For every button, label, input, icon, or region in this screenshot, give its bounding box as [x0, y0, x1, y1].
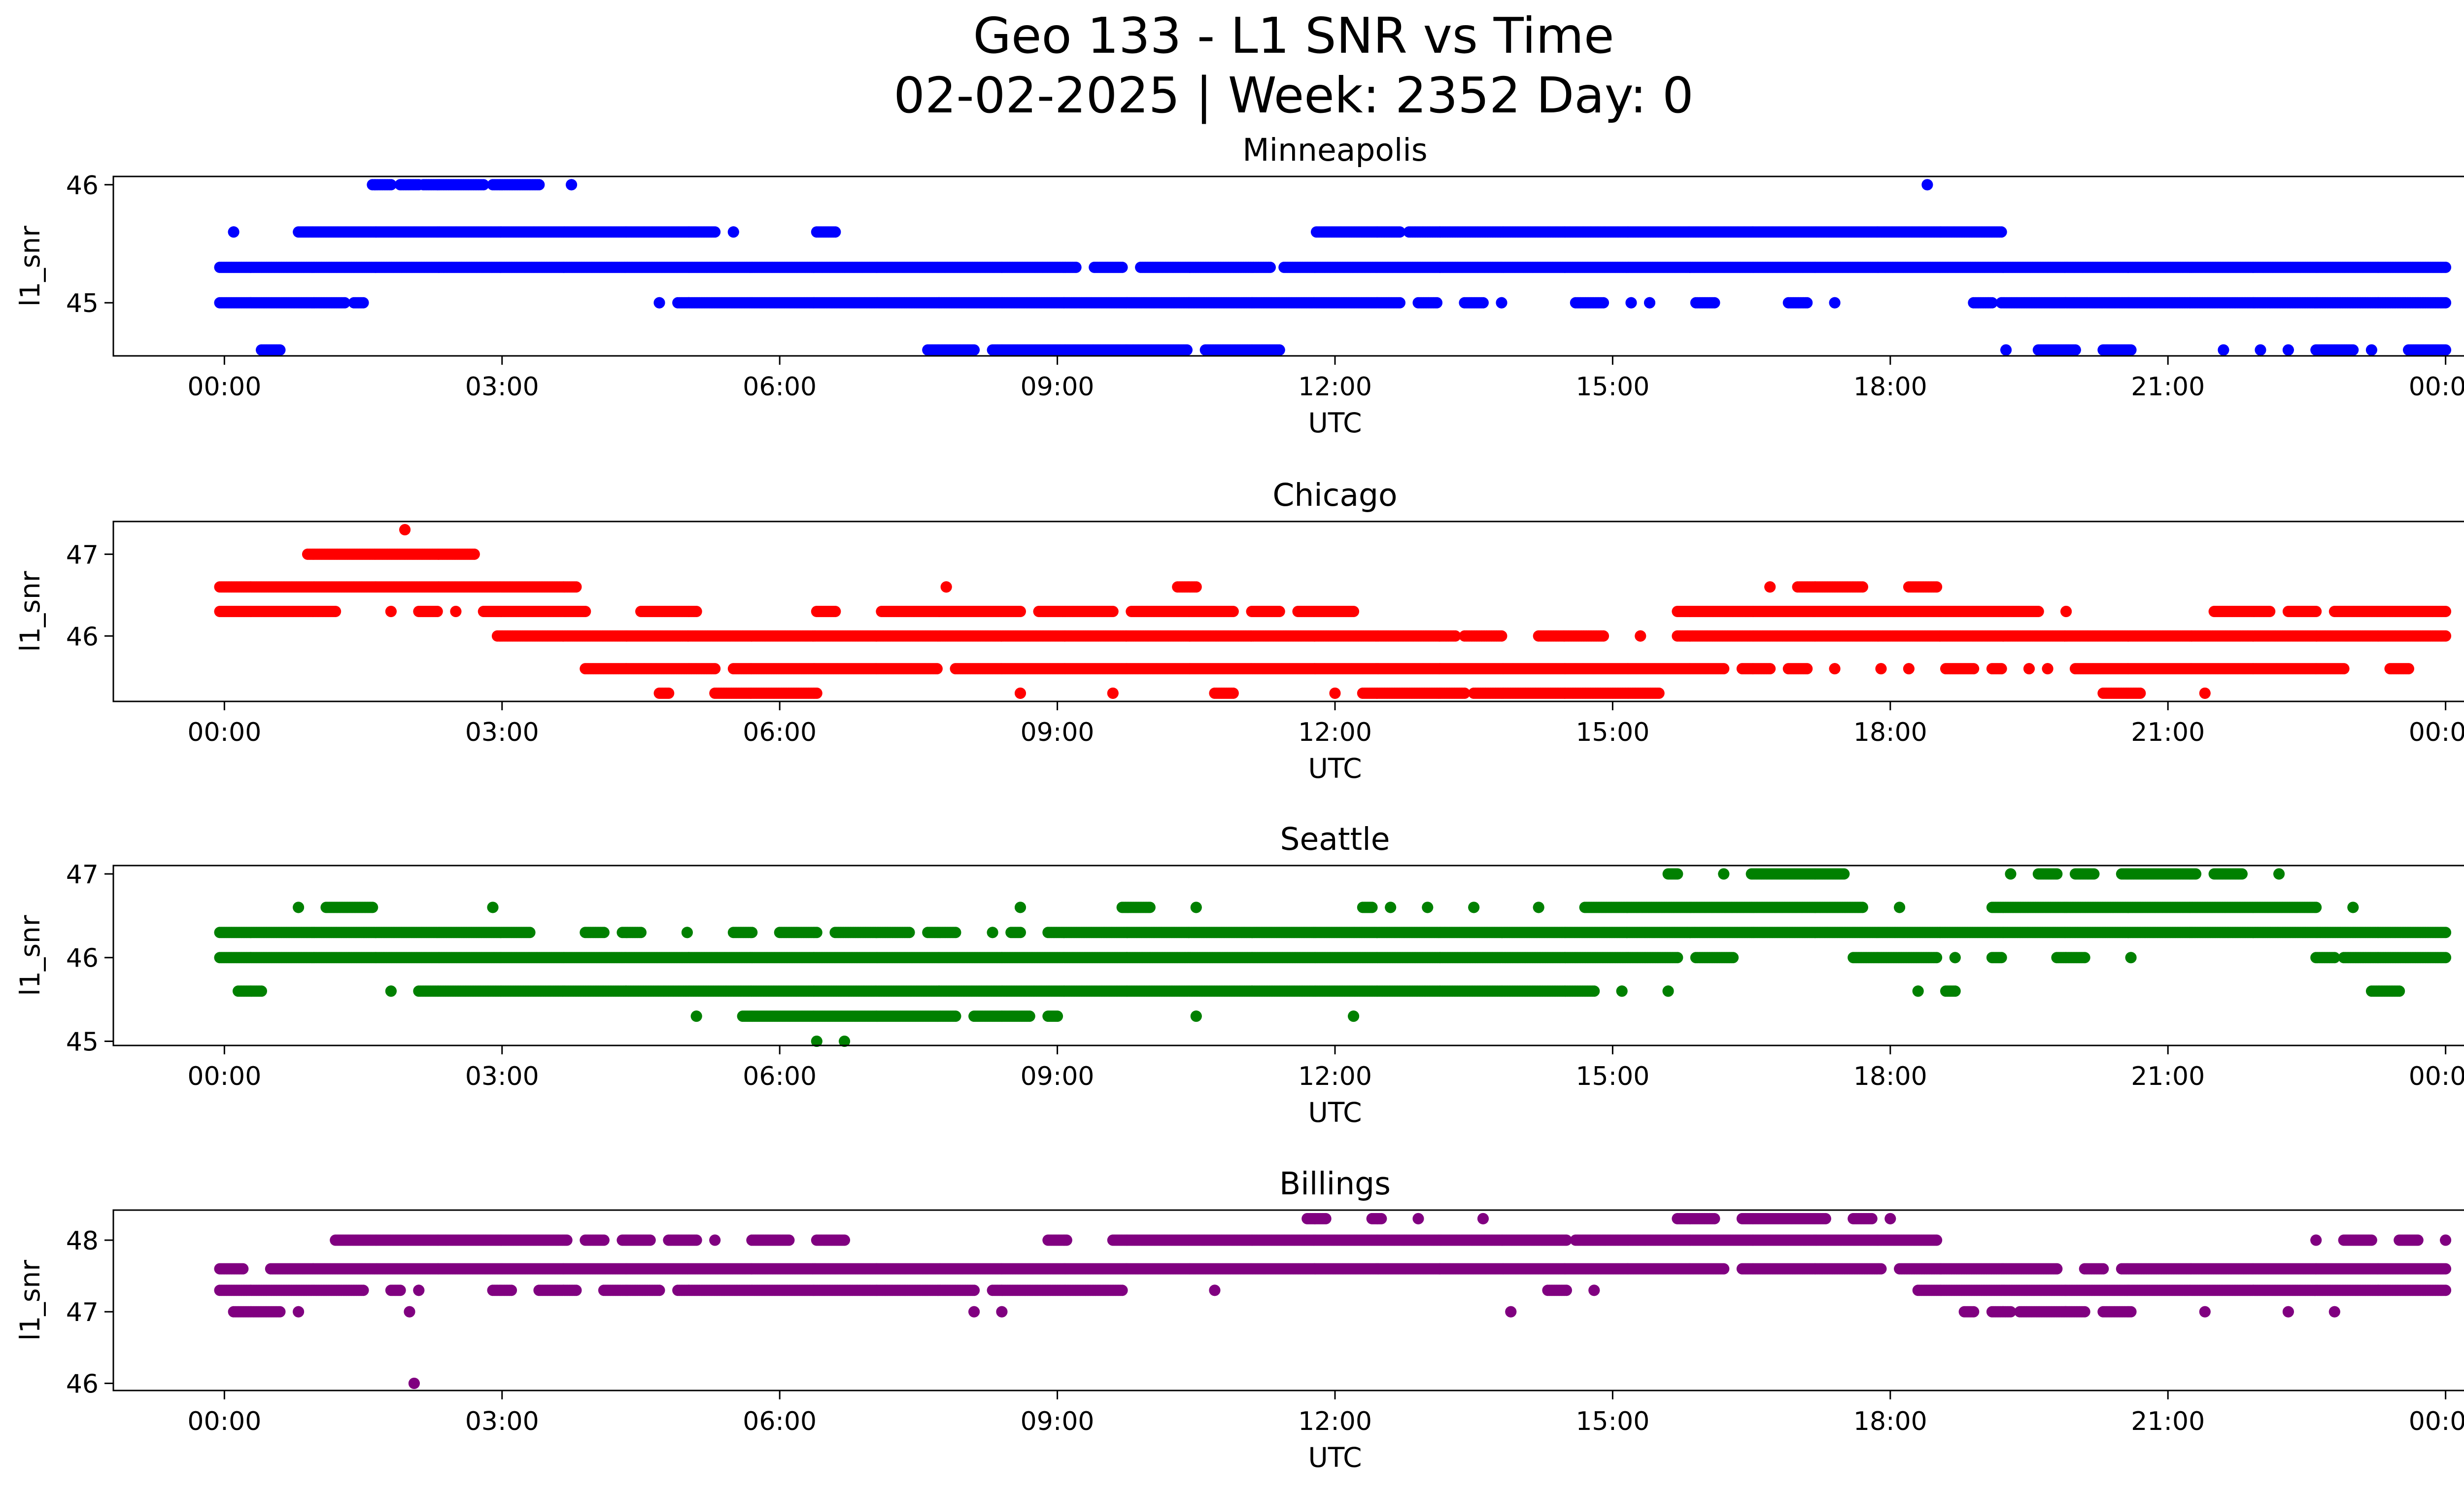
x-tick-label: 03:00	[465, 372, 539, 402]
x-tick-label: 09:00	[1021, 372, 1095, 402]
y-tick-label: 45	[66, 289, 99, 318]
data-point	[2032, 606, 2044, 617]
data-point	[1477, 297, 1489, 309]
data-point	[2000, 344, 2012, 356]
data-point	[653, 297, 665, 309]
data-point	[2440, 261, 2452, 273]
data-point	[357, 297, 369, 309]
x-tick-label: 00:00	[2409, 372, 2464, 402]
data-point	[1995, 226, 2007, 238]
data-point	[2365, 344, 2377, 356]
data-point	[468, 548, 480, 560]
figure-title-line-2: 02-02-2025 | Week: 2352 Day: 0	[893, 67, 1693, 124]
data-point	[709, 226, 721, 238]
data-point	[829, 226, 841, 238]
data-point	[1921, 179, 1933, 191]
data-point	[1709, 297, 1720, 309]
data-point	[829, 606, 841, 617]
y-axis-label: l1_snr	[14, 226, 46, 307]
data-point	[2310, 606, 2322, 617]
data-point	[2347, 344, 2359, 356]
data-point	[450, 606, 462, 617]
panel-title: Minneapolis	[1242, 132, 1427, 168]
data-point	[399, 524, 411, 536]
data-point	[1227, 606, 1239, 617]
data-point	[1764, 581, 1776, 593]
data-point	[533, 179, 545, 191]
data-point	[1265, 261, 1276, 273]
data-point	[1598, 297, 1609, 309]
data-point	[2440, 606, 2452, 617]
data-point	[431, 606, 443, 617]
data-point	[727, 226, 739, 238]
data-point	[1107, 606, 1119, 617]
data-point	[1070, 261, 1082, 273]
data-point	[1190, 581, 1202, 593]
data-point	[1394, 226, 1405, 238]
data-point	[2255, 344, 2266, 356]
data-point	[2125, 344, 2137, 356]
data-point	[385, 606, 397, 617]
x-tick-label: 21:00	[2131, 372, 2205, 402]
data-point	[1348, 606, 1360, 617]
data-point	[1857, 581, 1868, 593]
data-point	[1015, 606, 1026, 617]
data-point	[2440, 344, 2452, 356]
data-point	[2264, 606, 2276, 617]
x-tick-label: 15:00	[1575, 372, 1649, 402]
data-point	[940, 581, 952, 593]
data-point	[1829, 297, 1841, 309]
scatter-points	[214, 524, 2452, 699]
figure-title-line-1: Geo 133 - L1 SNR vs Time	[973, 7, 1614, 65]
data-point	[274, 344, 286, 356]
x-tick-label: 06:00	[743, 372, 817, 402]
data-point	[570, 581, 582, 593]
data-point	[1273, 344, 1285, 356]
data-point	[1625, 297, 1637, 309]
data-point	[478, 179, 489, 191]
x-tick-label: 12:00	[1298, 372, 1372, 402]
data-point	[566, 179, 578, 191]
y-tick-label: 46	[66, 171, 99, 201]
data-point	[1644, 297, 1655, 309]
data-point	[1394, 297, 1405, 309]
panels: Minneapolis 00:00 03:00 06:00 09:00 12:00 15:0…	[14, 132, 2464, 1473]
x-tick-label: 18:00	[1853, 372, 1927, 402]
data-point	[580, 606, 591, 617]
data-point	[330, 606, 342, 617]
scatter-points	[214, 179, 2452, 356]
data-point	[1273, 606, 1285, 617]
data-point	[2282, 344, 2294, 356]
data-point	[690, 606, 702, 617]
data-point	[2060, 606, 2072, 617]
panel-minneapolis: Minneapolis 00:00 03:00 06:00 09:00 12:00 15:0…	[14, 132, 2464, 439]
data-point	[1801, 297, 1813, 309]
data-point	[2218, 344, 2229, 356]
data-point	[228, 226, 240, 238]
data-point	[2069, 344, 2081, 356]
x-tick-label: 00:00	[187, 372, 261, 402]
data-point	[385, 179, 397, 191]
data-point	[1116, 261, 1128, 273]
panel-title: Chicago	[1272, 477, 1397, 513]
data-point	[968, 344, 980, 356]
data-point	[1931, 581, 1943, 593]
data-point	[2440, 297, 2452, 309]
x-axis-label: UTC	[1308, 407, 1362, 439]
data-point	[1496, 297, 1507, 309]
data-point	[1181, 344, 1193, 356]
data-point	[1431, 297, 1443, 309]
